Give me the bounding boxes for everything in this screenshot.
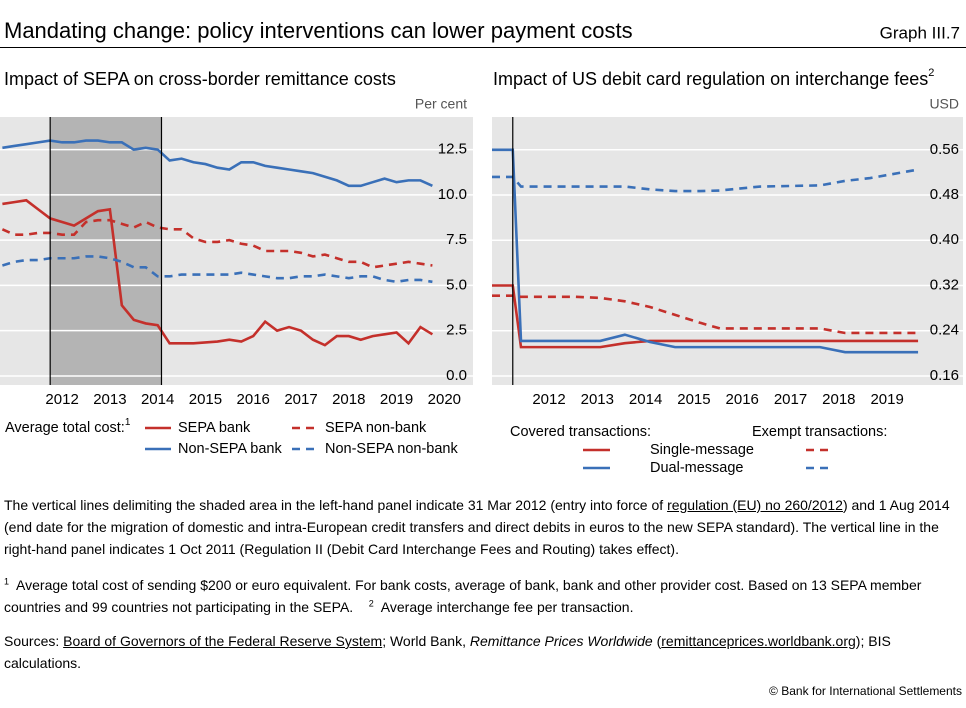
- x-tick-label: 2013: [93, 391, 126, 408]
- source-title: Remittance Prices Worldwide: [469, 633, 653, 649]
- panel-title: Impact of SEPA on cross-border remittanc…: [4, 69, 396, 89]
- panel-title-text: Impact of SEPA on cross-border remittanc…: [4, 69, 396, 89]
- footnote-text: Average total cost of sending $200 or eu…: [4, 577, 922, 615]
- y-tick-label: 7.5: [446, 231, 467, 248]
- x-tick-label: 2016: [726, 391, 759, 408]
- panel-title-text: Impact of US debit card regulation on in…: [493, 69, 928, 89]
- sources: Sources: Board of Governors of the Feder…: [4, 630, 962, 674]
- series-line: [2, 198, 434, 347]
- source-link[interactable]: Board of Governors of the Federal Reserv…: [63, 633, 383, 649]
- y-unit: Per cent: [415, 96, 467, 112]
- y-tick-label: 0.32: [930, 276, 959, 293]
- footnote-mark: 1: [4, 576, 10, 587]
- note-text: ) and 1 Aug 2014 (end date for the migra…: [4, 497, 950, 557]
- charts: Mandating change: policy interventions c…: [0, 18, 966, 476]
- series-line: [2, 255, 433, 284]
- legend-label: Dual-message: [650, 460, 744, 476]
- legend-heading: Exempt transactions:: [752, 424, 887, 440]
- y-tick-label: 0.16: [930, 367, 959, 384]
- x-tick-label: 2017: [284, 391, 317, 408]
- copyright: © Bank for International Settlements: [769, 684, 962, 698]
- series-line: [492, 284, 919, 349]
- legend-label: Non-SEPA non-bank: [325, 441, 458, 457]
- x-tick-label: 2019: [380, 391, 413, 408]
- shaded-period: [50, 117, 162, 385]
- x-tick-label: 2014: [141, 391, 174, 408]
- panel-title: Impact of US debit card regulation on in…: [493, 67, 934, 89]
- series-line: [1, 218, 433, 269]
- note: The vertical lines delimiting the shaded…: [4, 494, 962, 560]
- y-tick-label: 0.0: [446, 367, 467, 384]
- y-tick-label: 5.0: [446, 276, 467, 293]
- graph-label: Graph III.7: [880, 23, 960, 42]
- x-tick-label: 2014: [629, 391, 662, 408]
- y-tick-label: 0.56: [930, 141, 959, 158]
- source-link[interactable]: remittanceprices.worldbank.org: [661, 633, 856, 649]
- graph-title: Mandating change: policy interventions c…: [4, 18, 633, 43]
- sources-text: (: [652, 633, 662, 649]
- y-tick-label: 10.0: [438, 186, 467, 203]
- series-line: [492, 168, 919, 193]
- sources-text: ; World Bank,: [382, 633, 470, 649]
- y-tick-label: 0.24: [930, 322, 959, 339]
- series-line: [2, 139, 433, 188]
- x-tick-label: 2015: [189, 391, 222, 408]
- legend-label: Single-message: [650, 442, 754, 458]
- panel-title-note: 2: [928, 67, 934, 79]
- x-tick-label: 2019: [870, 391, 903, 408]
- x-tick-label: 2017: [774, 391, 807, 408]
- footnote-text: Average interchange fee per transaction.: [380, 599, 634, 615]
- y-tick-label: 12.5: [438, 141, 467, 158]
- legend-label: SEPA bank: [178, 420, 251, 436]
- x-tick-label: 2020: [428, 391, 461, 408]
- x-tick-label: 2018: [332, 391, 365, 408]
- plot-background: [492, 117, 963, 385]
- note-link[interactable]: regulation (EU) no 260/2012: [667, 497, 843, 513]
- y-tick-label: 0.40: [930, 231, 959, 248]
- legend-label: Non-SEPA bank: [178, 441, 282, 457]
- x-tick-label: 2018: [822, 391, 855, 408]
- x-tick-label: 2015: [677, 391, 710, 408]
- x-tick-label: 2012: [45, 391, 78, 408]
- x-tick-label: 2013: [581, 391, 614, 408]
- sources-text: ); BIS calculations.: [4, 633, 891, 671]
- y-tick-label: 0.48: [930, 186, 959, 203]
- x-tick-label: 2016: [237, 391, 270, 408]
- note-text: The vertical lines delimiting the shaded…: [4, 497, 668, 513]
- x-tick-label: 2012: [532, 391, 565, 408]
- footnote-mark: 2: [368, 598, 374, 609]
- legend-title-note: 1: [125, 417, 131, 428]
- y-tick-label: 2.5: [446, 322, 467, 339]
- legend-heading: Covered transactions:: [510, 424, 651, 440]
- legend-label: SEPA non-bank: [325, 420, 427, 436]
- footnotes: 1 Average total cost of sending $200 or …: [4, 574, 962, 618]
- y-unit: USD: [929, 96, 959, 112]
- series-line: [492, 294, 919, 335]
- legend-title-text: Average total cost:: [5, 420, 125, 436]
- legend-title: Average total cost:1: [5, 417, 131, 436]
- sources-text: Sources:: [4, 633, 64, 649]
- series-line: [492, 148, 919, 354]
